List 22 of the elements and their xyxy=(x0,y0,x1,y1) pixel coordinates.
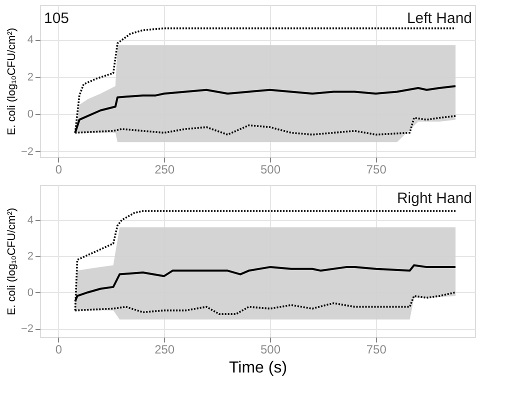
x-tick-label: 500 xyxy=(260,342,281,356)
y-tick-label: −2 xyxy=(20,323,34,336)
x-axis-title: Time (s) xyxy=(228,360,288,376)
y-tick-label: 0 xyxy=(27,286,34,299)
y-tick-label: 4 xyxy=(27,214,34,227)
annotation: Right Hand xyxy=(396,190,472,207)
y-tick-label: 0 xyxy=(27,108,34,121)
x-tick-label: 500 xyxy=(260,162,281,176)
x-tick-label: 750 xyxy=(366,342,387,356)
y-tick-label: 2 xyxy=(27,71,34,84)
x-tick-label: 0 xyxy=(55,342,62,356)
y-tick-label: 4 xyxy=(27,34,34,46)
x-tick-label: 250 xyxy=(154,342,175,356)
x-tick-label: 750 xyxy=(366,162,387,176)
annotation: Left Hand xyxy=(406,10,472,27)
x-tick-label: 0 xyxy=(55,162,62,176)
y-axis-title: E. coli (log₁₀CFU/cm²) xyxy=(6,208,18,316)
x-tick-label: 250 xyxy=(154,162,175,176)
y-axis-title: E. coli (log₁₀CFU/cm²) xyxy=(6,28,18,136)
y-tick-label: −2 xyxy=(20,146,34,158)
annotation: 105 xyxy=(44,10,70,27)
y-tick-label: 2 xyxy=(27,250,34,263)
